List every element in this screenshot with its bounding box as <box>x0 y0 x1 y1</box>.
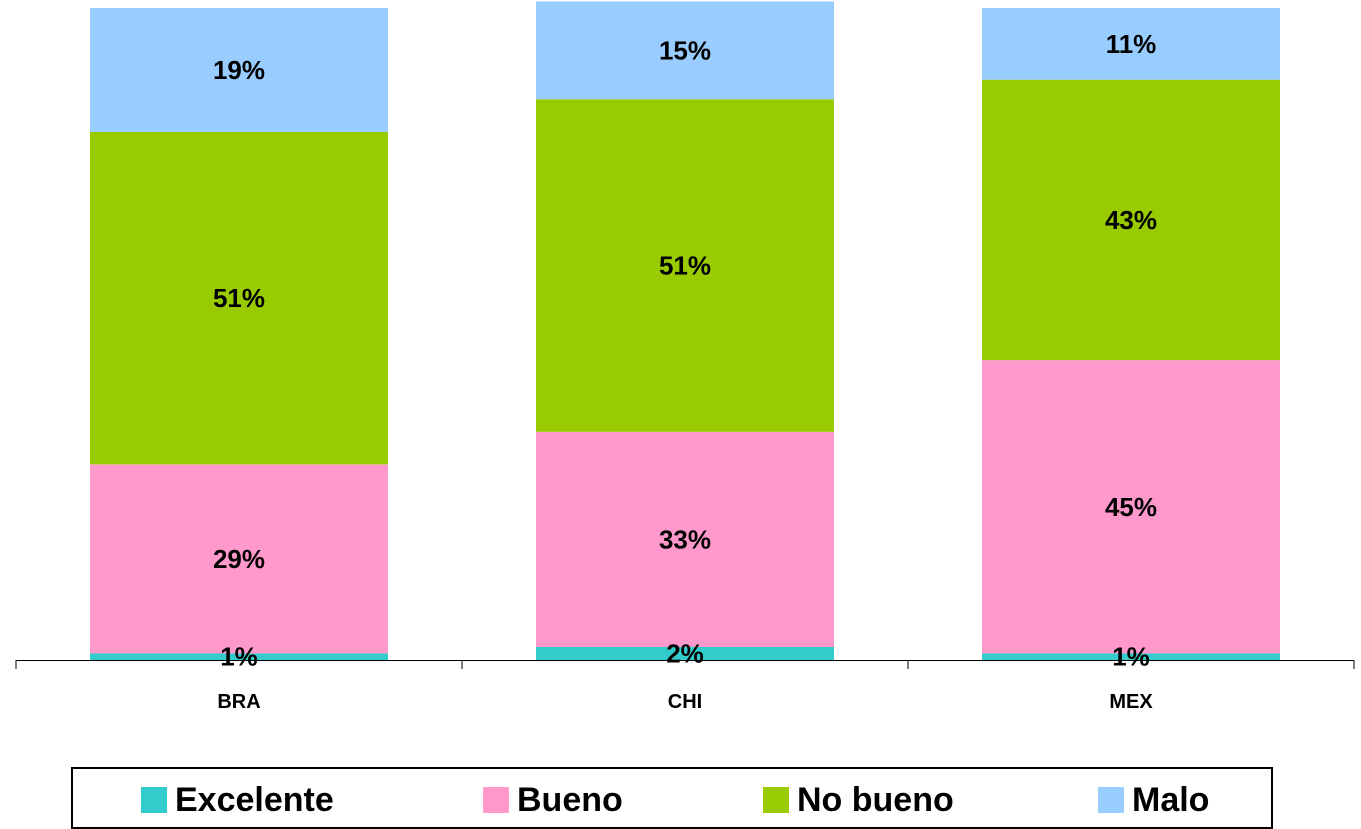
bar-segment-bra-excelente <box>90 653 388 660</box>
data-label-mex-malo: 11% <box>1106 29 1157 59</box>
chart-plot: 1% 29% 51% 19% 2% 33% 51% 15% 1% 45% 43% 11% BRA CHI M… <box>15 1 1355 713</box>
chart-legend: Excelente Bueno No bueno Malo <box>71 767 1273 829</box>
data-label-mex-bueno: 45% <box>1105 492 1157 522</box>
bar-segment-bra-bueno <box>90 464 388 654</box>
bar-segment-mex-excelente <box>982 653 1280 660</box>
legend-swatch-excelente <box>141 787 167 813</box>
legend-swatch-no-bueno <box>763 787 789 813</box>
legend-label-bueno: Bueno <box>517 781 623 819</box>
data-label-mex-no-bueno: 43% <box>1105 205 1157 235</box>
bar-segment-mex-malo <box>982 8 1280 80</box>
data-label-bra-bueno: 29% <box>213 544 265 574</box>
legend-swatch-bueno <box>483 787 509 813</box>
legend-label-malo: Malo <box>1132 781 1210 819</box>
data-label-chi-excelente: 2% <box>666 638 704 668</box>
bar-segment-chi-malo <box>536 1 834 100</box>
x-tick-label-mex: MEX <box>1109 691 1153 713</box>
legend-item-malo: Malo <box>1098 783 1209 817</box>
data-label-chi-no-bueno: 51% <box>659 251 711 281</box>
bar-segment-chi-no-bueno <box>536 99 834 432</box>
data-label-bra-excelente: 1% <box>220 642 258 672</box>
bar-segment-chi-bueno <box>536 431 834 647</box>
data-label-bra-malo: 19% <box>213 55 265 85</box>
bar-segment-chi-excelente <box>536 646 834 660</box>
legend-swatch-malo <box>1098 787 1124 813</box>
x-tick-label-chi: CHI <box>668 691 702 713</box>
data-label-chi-bueno: 33% <box>659 524 711 554</box>
legend-item-excelente: Excelente <box>141 783 334 817</box>
bar-segment-mex-bueno <box>982 360 1280 654</box>
legend-item-bueno: Bueno <box>483 783 623 817</box>
bar-segment-mex-no-bueno <box>982 79 1280 361</box>
data-label-chi-malo: 15% <box>659 35 711 65</box>
bar-segment-bra-no-bueno <box>90 131 388 465</box>
legend-label-excelente: Excelente <box>175 781 334 819</box>
legend-item-no-bueno: No bueno <box>763 783 954 817</box>
bar-segment-bra-malo <box>90 8 388 132</box>
x-tick-label-bra: BRA <box>217 691 260 713</box>
legend-label-no-bueno: No bueno <box>797 781 954 819</box>
data-label-bra-no-bueno: 51% <box>213 283 265 313</box>
data-label-mex-excelente: 1% <box>1112 642 1150 672</box>
